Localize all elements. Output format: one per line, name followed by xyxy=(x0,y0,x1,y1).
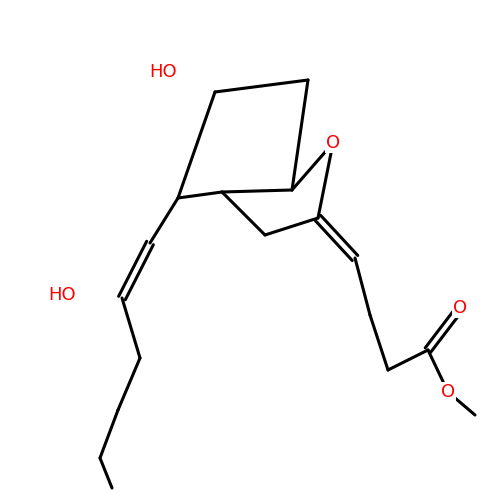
Text: HO: HO xyxy=(149,63,177,81)
Text: O: O xyxy=(441,383,455,401)
Text: O: O xyxy=(326,134,340,152)
Text: HO: HO xyxy=(48,286,76,304)
Text: O: O xyxy=(453,299,467,317)
